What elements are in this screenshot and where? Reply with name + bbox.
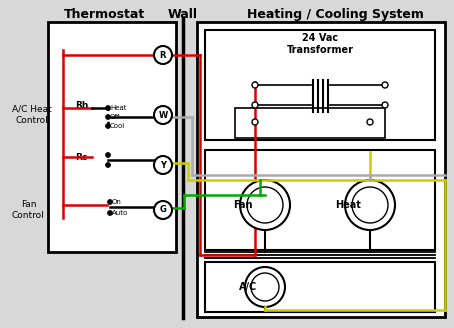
Circle shape [154,201,172,219]
Text: W: W [158,111,168,119]
Circle shape [108,211,113,215]
Circle shape [252,102,258,108]
Bar [197,22,445,317]
Text: A/C: A/C [239,282,257,292]
Text: Rh: Rh [75,100,89,110]
Circle shape [252,119,258,125]
Circle shape [345,180,395,230]
Text: Auto: Auto [112,210,128,216]
Circle shape [382,102,388,108]
Text: Heating / Cooling System: Heating / Cooling System [247,8,424,21]
Circle shape [108,199,113,204]
Circle shape [251,273,279,301]
Bar [205,30,435,140]
Text: Wall: Wall [168,8,198,21]
Circle shape [367,119,373,125]
Text: Fan
Control: Fan Control [12,200,45,220]
Bar [48,22,176,252]
Bar [235,108,385,138]
Text: On: On [112,199,122,205]
Text: Y: Y [160,160,166,170]
Bar [205,262,435,312]
Text: R: R [160,51,166,59]
Circle shape [382,82,388,88]
Text: Cool: Cool [110,123,125,129]
Bar [205,150,435,250]
Circle shape [154,156,172,174]
Circle shape [154,106,172,124]
Circle shape [154,46,172,64]
Circle shape [105,114,110,119]
Circle shape [105,153,110,157]
Circle shape [245,267,285,307]
Circle shape [247,187,283,223]
Circle shape [105,162,110,168]
Circle shape [352,187,388,223]
Text: A/C Heat
Control: A/C Heat Control [12,105,52,125]
Circle shape [252,82,258,88]
Circle shape [240,180,290,230]
Text: 24 Vac
Transformer: 24 Vac Transformer [286,33,354,55]
Text: Rc: Rc [75,153,87,161]
Text: Heat: Heat [110,105,127,111]
Text: Thermostat: Thermostat [64,8,146,21]
Text: Fan: Fan [233,200,253,210]
Text: Off: Off [110,114,120,120]
Circle shape [105,124,110,129]
Text: Heat: Heat [335,200,361,210]
Text: G: G [159,206,167,215]
Circle shape [105,106,110,111]
